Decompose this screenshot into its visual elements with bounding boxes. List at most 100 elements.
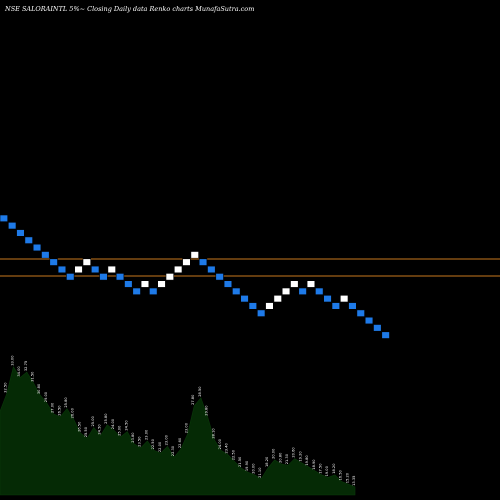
volume-label: 20.00 (272, 448, 276, 459)
volume-label: 20.80 (278, 452, 282, 463)
renko-brick-up (107, 265, 116, 274)
volume-labels: 31.94 32.50 33.0034.0032.7531.5030.8029.00… (0, 355, 356, 486)
volume-label: 20.60 (292, 447, 296, 458)
renko-brick-up (174, 265, 183, 274)
renko-brick-up (265, 302, 274, 310)
renko-brick-down (41, 251, 50, 259)
volume-label: 18.20 (332, 463, 336, 474)
volume-label: 17.50 (319, 463, 323, 474)
volume-label: 23.50 (138, 436, 142, 447)
volume-label: 23.00 (165, 434, 169, 445)
volume-label: 21.10 (258, 467, 262, 478)
renko-brick-down (315, 287, 324, 295)
volume-label: 25.50 (84, 426, 88, 437)
renko-brick-down (91, 265, 100, 274)
renko-brick-down (49, 258, 58, 266)
renko-brick-down (223, 280, 233, 288)
renko-brick-up (273, 294, 282, 303)
renko-brick-down (207, 265, 216, 274)
volume-label: 23.80 (131, 432, 135, 443)
volume-label: 19.20 (298, 451, 302, 462)
chart-title: NSE SALORAINTL 5%~ Closing Daily data Re… (4, 5, 254, 13)
renko-brick-up (82, 258, 91, 266)
volume-label: 24.50 (124, 420, 128, 431)
volume-label: 27.00 (51, 402, 55, 413)
volume-label: 25.00 (91, 415, 95, 426)
volume-label: 32.50 (4, 382, 8, 393)
renko-brick-up (290, 280, 299, 288)
renko-brick-down (8, 222, 17, 230)
volume-label: 18.90 (312, 459, 316, 470)
volume-label: 24.00 (111, 418, 115, 429)
volume-label: 16.50 (339, 469, 343, 480)
volume-area (0, 366, 356, 496)
volume-label: 25.00 (118, 425, 122, 436)
renko-brick-down (348, 302, 357, 310)
renko-brick-down (240, 294, 249, 303)
volume-label: 18.20 (265, 456, 269, 467)
volume-label: 24.00 (218, 438, 222, 449)
volume-label: 19.90 (245, 460, 249, 471)
renko-brick-down (364, 316, 374, 325)
renko-brick-down (132, 287, 141, 295)
volume-label: 22.30 (171, 445, 175, 456)
renko-brick-up (140, 280, 150, 288)
renko-brick-down (356, 309, 365, 317)
volume-label: 23.40 (225, 442, 229, 453)
volume-label: 31.50 (31, 371, 35, 382)
renko-brick-up (190, 251, 199, 259)
volume-label: 28.10 (211, 428, 215, 439)
renko-brick-up (339, 294, 349, 303)
volume-label: 23.00 (185, 422, 189, 433)
volume-label: 25.80 (64, 397, 68, 408)
renko-brick-down (256, 309, 266, 317)
renko-brick-down (32, 243, 42, 252)
renko-brick-down (16, 229, 25, 237)
volume-label: 25.80 (104, 413, 108, 424)
volume-label: 31.94 (0, 399, 1, 410)
renko-brick-down (66, 273, 75, 281)
renko-brick-up (165, 273, 174, 281)
volume-label: 15.20 (345, 472, 349, 483)
volume-label: 29.00 (44, 391, 48, 402)
volume-label: 19.80 (305, 455, 309, 466)
renko-brick-down (124, 280, 133, 288)
volume-label: 22.50 (231, 449, 235, 460)
renko-brick-up (306, 280, 316, 288)
volume-label: 23.00 (144, 429, 148, 440)
volume-label: 30.80 (37, 383, 41, 394)
volume-label: 22.50 (151, 438, 155, 449)
volume-label: 32.75 (24, 361, 28, 371)
volume-label: 20.00 (252, 463, 256, 474)
volume-label: 21.50 (238, 456, 242, 467)
renko-brick-down (198, 258, 208, 266)
renko-brick-down (215, 273, 224, 281)
renko-brick-down (115, 273, 125, 281)
renko-brick-down (57, 265, 67, 274)
renko-brick-down (99, 273, 108, 281)
volume-label: 24.50 (98, 424, 102, 435)
volume-label: 26.00 (71, 407, 75, 418)
renko-brick-up (281, 287, 291, 295)
volume-area-shape (0, 366, 356, 496)
volume-label: 26.50 (77, 421, 81, 432)
volume-label: 29.80 (205, 405, 209, 416)
renko-brick-down (232, 287, 241, 295)
renko-brick-down (298, 287, 307, 295)
renko-brick-down (381, 331, 390, 339)
volume-label: 34.00 (17, 366, 21, 377)
volume-label: 28.50 (198, 386, 202, 397)
volume-label: 22.60 (178, 437, 182, 448)
renko-brick-down (248, 302, 257, 310)
renko-brick-up (74, 265, 83, 274)
renko-brick-down (331, 302, 340, 310)
volume-label: 27.80 (191, 394, 195, 405)
renko-bricks (0, 214, 390, 339)
renko-brick-up (182, 258, 191, 266)
volume-label: 22.00 (158, 441, 162, 452)
renko-brick-down (149, 287, 158, 295)
volume-label: 26.50 (57, 405, 61, 416)
renko-brick-down (0, 214, 8, 222)
